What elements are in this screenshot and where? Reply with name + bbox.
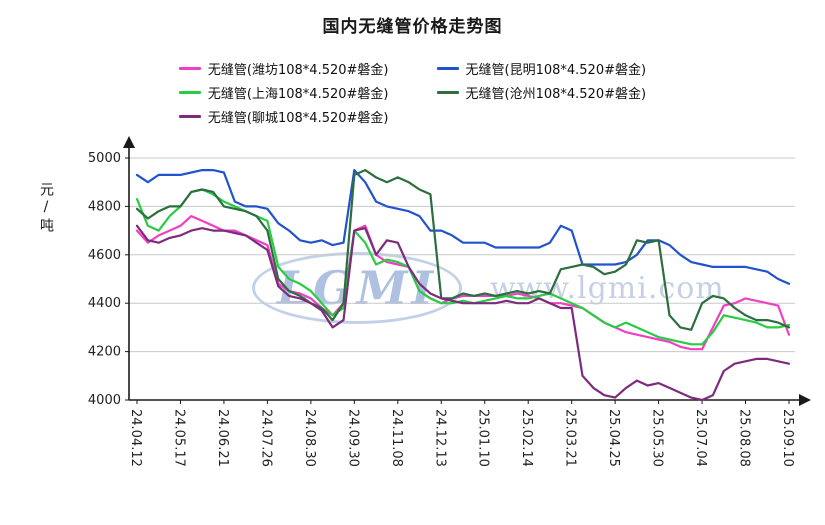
x-tick-label: 24.11.08: [389, 409, 404, 467]
y-tick-label: 4400: [88, 296, 121, 311]
x-tick-label: 24.07.26: [258, 409, 273, 467]
y-tick-label: 5000: [88, 151, 121, 166]
x-tick-label: 25.08.08: [737, 409, 752, 467]
x-tick-label: 24.09.30: [345, 409, 360, 467]
x-tick-label: 25.02.14: [519, 409, 534, 467]
watermark-url: www.lgmi.com: [490, 270, 725, 306]
x-axis-arrow-icon: [799, 394, 811, 406]
chart-title: 国内无缝管价格走势图: [322, 17, 503, 37]
legend-swatch-weifang: [178, 67, 201, 70]
x-tick-label: 24.04.12: [128, 409, 143, 467]
chart-header: 国内无缝管价格走势图 无缝管(潍坊108*4.520#磐金) 无缝管(昆明108*…: [0, 0, 825, 126]
series-line-cangzhou: [135, 169, 791, 331]
x-tick-label: 25.01.10: [476, 409, 491, 467]
x-tick-label: 24.06.21: [215, 409, 230, 467]
legend-item-kunming: 无缝管(昆明108*4.520#磐金): [436, 59, 647, 78]
legend-item-weifang: 无缝管(潍坊108*4.520#磐金): [178, 59, 389, 78]
series-line-kunming: [135, 169, 791, 285]
watermark-logo: LGMI: [276, 261, 438, 315]
series-line-shanghai: [135, 188, 791, 346]
y-axis-arrow-icon: [123, 136, 135, 148]
legend-swatch-cangzhou: [436, 91, 459, 94]
y-axis-unit-label: 元/吨: [38, 182, 54, 235]
y-tick-label: 4200: [88, 345, 121, 360]
x-tick-label: 25.03.21: [563, 409, 578, 467]
x-tick-label: 25.09.10: [780, 409, 795, 467]
legend-label: 无缝管(聊城108*4.520#磐金): [207, 111, 389, 126]
legend-swatch-shanghai: [178, 91, 201, 94]
x-tick-label: 24.05.17: [171, 409, 186, 467]
x-tick-label: 24.08.30: [302, 409, 317, 467]
x-tick-label: 25.07.04: [693, 409, 708, 467]
y-tick-label: 4800: [88, 199, 121, 214]
x-tick-label: 25.05.30: [650, 409, 665, 467]
watermark-ellipse: LGMI: [252, 252, 462, 324]
watermark: LGMI www.lgmi.com: [252, 252, 725, 324]
legend-label: 无缝管(上海108*4.520#磐金): [207, 87, 389, 102]
legend-item-shanghai: 无缝管(上海108*4.520#磐金): [178, 83, 389, 102]
y-tick-label: 4600: [88, 248, 121, 263]
legend-swatch-kunming: [436, 67, 459, 70]
legend-item-liaocheng: 无缝管(聊城108*4.520#磐金): [178, 107, 389, 126]
x-tick-label: 25.04.25: [606, 409, 621, 467]
legend-label: 无缝管(沧州108*4.520#磐金): [465, 87, 647, 102]
y-tick-label: 4000: [88, 393, 121, 408]
legend-item-cangzhou: 无缝管(沧州108*4.520#磐金): [436, 83, 647, 102]
legend-swatch-liaocheng: [178, 115, 201, 118]
legend: 无缝管(潍坊108*4.520#磐金) 无缝管(昆明108*4.520#磐金) 无缝…: [0, 59, 825, 126]
legend-label: 无缝管(潍坊108*4.520#磐金): [207, 63, 389, 78]
legend-label: 无缝管(昆明108*4.520#磐金): [465, 63, 647, 78]
series-line-liaocheng: [135, 224, 791, 402]
x-tick-label: 24.12.13: [432, 409, 447, 467]
